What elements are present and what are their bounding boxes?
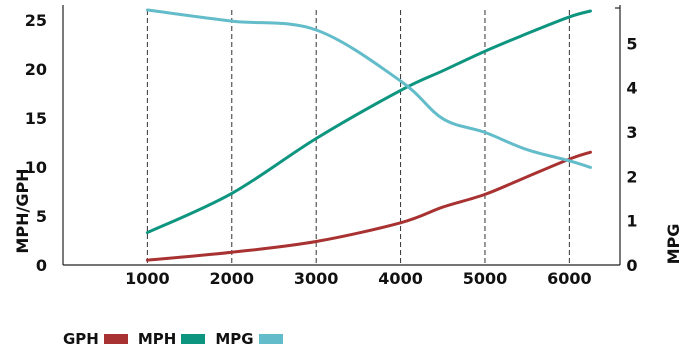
y-right-axis-title: MPG <box>664 224 683 265</box>
legend: GPH MPH MPG <box>63 330 293 348</box>
grid-lines <box>146 10 570 265</box>
y-left-tick-label-20: 20 <box>25 60 47 79</box>
y-left-tick-label-25: 25 <box>25 11 47 30</box>
y-right-tick-label-3: 3 <box>626 123 637 142</box>
x-tick-label-3000: 3000 <box>294 269 339 288</box>
legend-item-mph: MPH <box>137 330 206 348</box>
x-tick-label-4000: 4000 <box>378 269 423 288</box>
y-right-tick-label-4: 4 <box>626 79 637 98</box>
legend-label-gph: GPH <box>63 330 99 348</box>
legend-swatch-mph <box>181 334 206 344</box>
axes <box>62 5 621 266</box>
x-tick-label-1000: 1000 <box>125 269 170 288</box>
y-left-tick-label-0: 0 <box>36 256 47 275</box>
x-tick-labels: 1000 2000 3000 4000 5000 6000 <box>125 269 592 288</box>
x-tick-label-2000: 2000 <box>210 269 255 288</box>
series-line-mph <box>145 9 592 235</box>
legend-swatch-mpg <box>258 334 283 344</box>
legend-label-mpg: MPG <box>215 330 254 348</box>
y-right-tick-label-1: 1 <box>626 212 637 231</box>
y-left-axis-title: MPH/GPH <box>13 168 32 253</box>
y-left-tick-labels: 0 5 10 15 20 25 <box>25 11 47 275</box>
y-right-tick-label-5: 5 <box>626 34 637 53</box>
y-left-tick-label-10: 10 <box>25 158 47 177</box>
legend-swatch-gph <box>103 334 128 344</box>
y-right-tick-labels: 0 1 2 3 4 5 <box>626 34 637 275</box>
y-right-tick-label-2: 2 <box>626 167 637 186</box>
legend-item-gph: GPH <box>63 330 128 348</box>
x-tick-label-6000: 6000 <box>547 269 592 288</box>
series-line-gph <box>145 150 592 262</box>
x-tick-label-5000: 5000 <box>463 269 508 288</box>
y-right-tick-label-0: 0 <box>626 256 637 275</box>
legend-item-mpg: MPG <box>215 330 283 348</box>
series-line-mpg <box>145 8 592 169</box>
series-lines <box>145 8 592 262</box>
y-left-tick-label-15: 15 <box>25 109 47 128</box>
legend-label-mph: MPH <box>137 330 177 348</box>
y-left-tick-label-5: 5 <box>36 207 47 226</box>
